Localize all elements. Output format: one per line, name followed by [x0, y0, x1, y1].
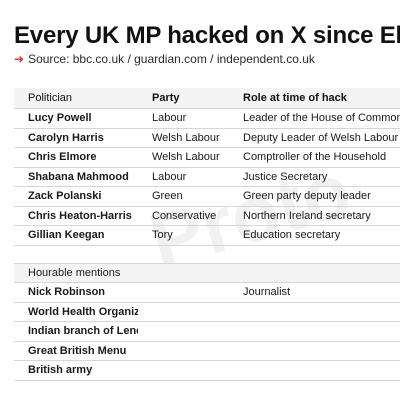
mention-row: Great British Menu: [14, 341, 400, 361]
table-spacer: [14, 245, 400, 264]
party-cell: Tory: [138, 225, 229, 246]
table-row: Zack Polanski Green Green party deputy l…: [14, 186, 400, 207]
mention-name: World Health Organization: [14, 302, 138, 322]
source-line: ➜ Source: bbc.co.uk / guardian.com / inde…: [14, 52, 315, 66]
politician-name: Shabana Mahmood: [14, 167, 138, 187]
role-cell: Leader of the House of Commons: [229, 108, 400, 129]
party-cell: [138, 302, 229, 322]
column-header-politician: Politician: [14, 88, 138, 109]
role-cell: Justice Secretary: [229, 167, 400, 187]
role-cell: [229, 321, 400, 342]
party-cell: [138, 282, 229, 303]
source-text: Source: bbc.co.uk / guardian.com / indep…: [28, 52, 315, 66]
politician-name: Carolyn Harris: [14, 128, 138, 148]
party-cell: Conservative: [138, 206, 229, 226]
politician-name: Lucy Powell: [14, 108, 138, 129]
party-cell: Welsh Labour: [138, 147, 229, 168]
table-row: Shabana Mahmood Labour Justice Secretary: [14, 167, 400, 187]
mention-row: Indian branch of Lenevo: [14, 321, 400, 342]
role-cell: Education secretary: [229, 225, 400, 246]
mention-row: Nick Robinson Journalist: [14, 282, 400, 303]
column-header-party: Party: [138, 88, 229, 109]
party-cell: Labour: [138, 108, 229, 129]
role-cell: Journalist: [229, 282, 400, 303]
party-cell: Welsh Labour: [138, 128, 229, 148]
mention-row: World Health Organization: [14, 302, 400, 322]
politician-name: Zack Polanski: [14, 186, 138, 207]
party-cell: Labour: [138, 167, 229, 187]
role-cell: Comptroller of the Household: [229, 147, 400, 168]
mention-name: Nick Robinson: [14, 282, 138, 303]
hacked-table: Politician Party Role at time of hack Lu…: [14, 88, 400, 381]
table-header-row: Politician Party Role at time of hack: [14, 88, 400, 109]
column-header-role: Role at time of hack: [229, 88, 400, 109]
table-row: Lucy Powell Labour Leader of the House o…: [14, 108, 400, 129]
role-cell: Northern Ireland secretary: [229, 206, 400, 226]
table-row: Chris Heaton-Harris Conservative Norther…: [14, 206, 400, 226]
politician-name: Chris Elmore: [14, 147, 138, 168]
page-title: Every UK MP hacked on X since Elon Musk: [14, 22, 400, 49]
mention-name: Great British Menu: [14, 341, 138, 361]
politician-name: Gillian Keegan: [14, 225, 138, 246]
party-cell: Green: [138, 186, 229, 207]
role-cell: Green party deputy leader: [229, 186, 400, 207]
party-cell: [138, 341, 229, 361]
role-cell: Deputy Leader of Welsh Labour: [229, 128, 400, 148]
role-cell: [229, 341, 400, 361]
table-row: Carolyn Harris Welsh Labour Deputy Leade…: [14, 128, 400, 148]
party-cell: [138, 360, 229, 381]
table-row: Gillian Keegan Tory Education secretary: [14, 225, 400, 246]
mentions-header-row: Hourable mentions: [14, 263, 400, 283]
role-cell: [229, 360, 400, 381]
mention-name: British army: [14, 360, 138, 381]
politician-name: Chris Heaton-Harris: [14, 206, 138, 226]
role-cell: [229, 302, 400, 322]
table-row: Chris Elmore Welsh Labour Comptroller of…: [14, 147, 400, 168]
mentions-header: Hourable mentions: [14, 263, 138, 283]
party-cell: [138, 321, 229, 342]
mention-row: British army: [14, 360, 400, 381]
arrow-icon: ➜: [14, 52, 25, 66]
mention-name: Indian branch of Lenevo: [14, 321, 138, 342]
